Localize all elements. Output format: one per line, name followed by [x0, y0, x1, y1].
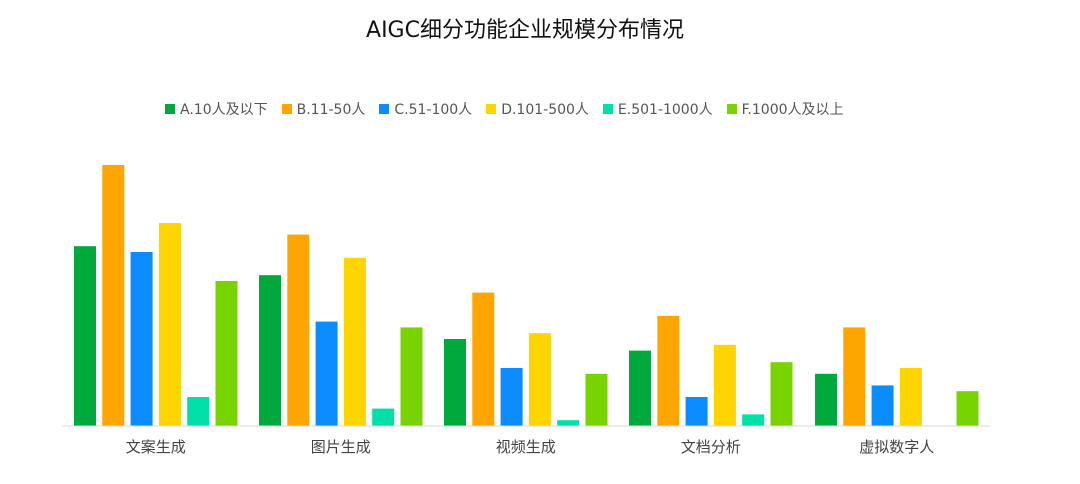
legend-swatch: [726, 104, 737, 114]
legend-label: D.101-500人: [501, 102, 589, 118]
x-tick-label: 虚拟数字人: [859, 438, 934, 456]
bar: [102, 165, 125, 426]
bar: [871, 385, 894, 426]
legend-label: F.1000人及以上: [741, 102, 844, 118]
bar: [74, 246, 96, 426]
legend-item: B.11-50人: [281, 99, 366, 119]
legend-swatch: [602, 104, 613, 114]
x-axis-labels: 文案生成 图片生成 视频生成 文档分析 虚拟数字人: [126, 438, 935, 456]
chart-title: AIGC细分功能企业规模分布情况: [366, 18, 684, 43]
legend-swatch: [379, 104, 390, 114]
bars-group: [74, 165, 979, 426]
bar: [528, 333, 551, 426]
legend-item: C.51-100人: [379, 99, 472, 119]
bar: [472, 292, 495, 426]
legend-label: C.51-100人: [394, 102, 473, 118]
x-tick-label: 文案生成: [126, 438, 186, 456]
bar: [742, 414, 765, 426]
bar: [372, 408, 395, 426]
bar: [770, 362, 793, 426]
legend-item: E.501-1000人: [602, 99, 713, 119]
legend-item: A.10人及以下: [165, 99, 268, 119]
chart-legend: A.10人及以下 B.11-50人 C.51-100人 D.101-500人 E.501…: [165, 98, 858, 120]
bar: [585, 373, 608, 426]
bar: [899, 368, 922, 426]
bar: [259, 275, 281, 426]
bar: [843, 327, 866, 426]
legend-label: E.501-1000人: [617, 102, 713, 118]
x-tick-label: 文档分析: [681, 438, 741, 456]
bar: [187, 397, 210, 426]
bar: [158, 223, 181, 426]
bar: [130, 252, 153, 426]
bar: [444, 339, 466, 426]
legend-label: B.11-50人: [296, 102, 366, 118]
bar: [956, 391, 979, 426]
bar: [315, 321, 338, 426]
legend-item: F.1000人及以上: [726, 99, 844, 119]
bar: [713, 344, 736, 426]
bar: [557, 420, 580, 426]
legend-swatch: [165, 104, 175, 114]
bar: [215, 281, 238, 426]
bar: [287, 234, 310, 426]
bar: [343, 257, 366, 426]
bar: [400, 327, 423, 426]
legend-swatch: [486, 104, 497, 114]
bar: [629, 350, 651, 426]
legend-swatch: [281, 104, 292, 114]
x-tick-label: 视频生成: [496, 438, 556, 456]
x-tick-label: 图片生成: [311, 438, 371, 456]
bar: [657, 315, 680, 426]
legend-item: D.101-500人: [486, 99, 589, 119]
bar: [685, 397, 708, 426]
legend-label: A.10人及以下: [180, 102, 268, 118]
bar: [500, 368, 523, 426]
bar: [815, 373, 837, 426]
